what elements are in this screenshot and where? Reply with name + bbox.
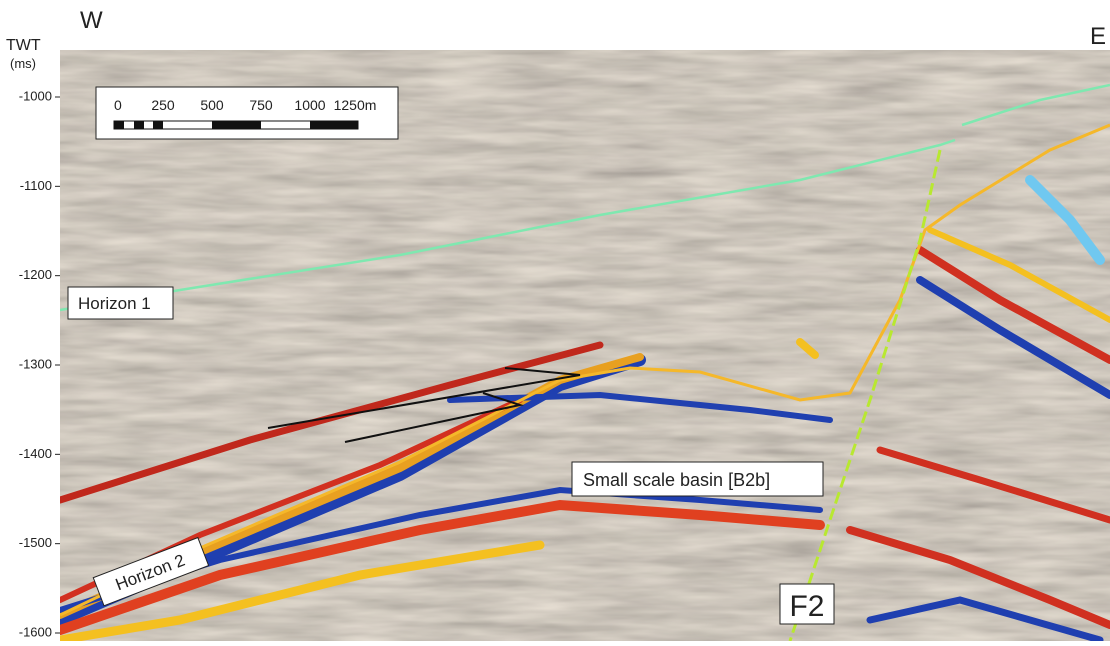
scale-bar: 0 250 500 750 1000 1250m [96,87,398,139]
scale-label: 1000 [294,97,325,113]
west-label: W [80,7,103,34]
fault-label: F2 [789,590,824,623]
axis-unit: (ms) [10,56,36,71]
basin-label: Small scale basin [B2b] [583,470,770,490]
y-tick-label: -1300 [19,356,52,371]
scale-label: 500 [200,97,224,113]
scale-segment [114,121,124,129]
y-tick-label: -1100 [20,178,52,193]
scale-label: 250 [151,97,175,113]
y-tick-label: -1600 [19,624,52,639]
axis-title: TWT [6,37,41,54]
east-label: E [1090,23,1106,50]
horizon-1-label: Horizon 1 [78,294,151,313]
scale-segment [310,121,358,129]
scale-label: 1250m [334,97,377,113]
y-tick-label: -1500 [19,535,52,550]
y-tick-label: -1200 [19,267,52,282]
scale-label: 750 [249,97,273,113]
y-tick-label: -1400 [19,446,52,461]
y-tick-label: -1000 [19,88,52,103]
scale-label: 0 [114,97,122,113]
scale-segment [134,121,144,129]
scale-segment [153,121,163,129]
scale-segment [212,121,261,129]
y-axis: -1000 -1100 -1200 -1300 -1400 -1500 -1600 [19,88,60,639]
scale-bar-box [96,87,398,139]
seismic-figure: 025050075010001250m TWT (ms) W E -1000-1… [0,0,1110,641]
